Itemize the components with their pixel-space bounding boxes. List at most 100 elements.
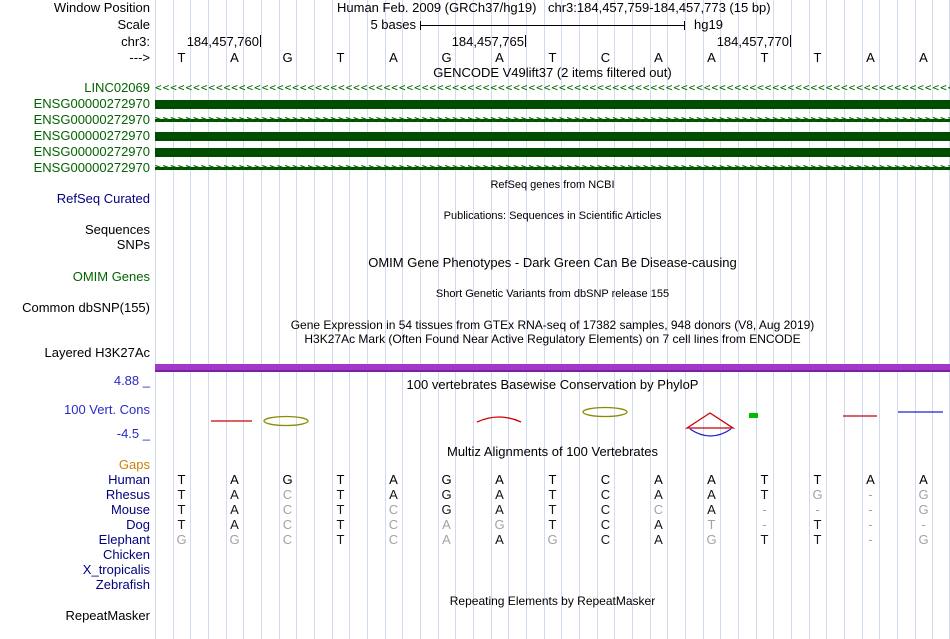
alignment-base: T <box>336 502 345 517</box>
alignment-base: - <box>921 517 926 532</box>
gene-label-linc02069[interactable]: LINC02069 <box>84 80 150 95</box>
alignment-base: A <box>707 487 716 502</box>
alignment-base: A <box>654 472 663 487</box>
grid-line <box>420 0 421 639</box>
scale-bar-left-tick <box>420 21 421 30</box>
grid-line <box>314 0 315 639</box>
species-label-mouse[interactable]: Mouse <box>110 502 150 517</box>
conservation-mark <box>749 413 758 418</box>
alignment-base: T <box>707 517 716 532</box>
gene-exon-bar[interactable] <box>155 148 950 157</box>
alignment-base: A <box>919 472 928 487</box>
reference-base: T <box>177 50 186 65</box>
gene-label-ensg[interactable]: ENSG00000272970 <box>33 144 150 159</box>
alignment-base: G <box>918 502 929 517</box>
phylop-min-value: -4.5 _ <box>116 426 150 441</box>
grid-line <box>667 0 669 639</box>
alignment-base: A <box>707 502 716 517</box>
species-label-elephant[interactable]: Elephant <box>98 532 150 547</box>
alignment-base: G <box>229 532 240 547</box>
alignment-base: A <box>707 472 716 487</box>
scale-bar <box>420 25 685 26</box>
grid-line <box>296 0 298 639</box>
alignment-base: G <box>441 502 452 517</box>
gene-label-ensg[interactable]: ENSG00000272970 <box>33 128 150 143</box>
grid-line <box>278 0 280 639</box>
omim-genes-label[interactable]: OMIM Genes <box>72 269 150 284</box>
alignment-base: A <box>230 517 239 532</box>
alignment-base: A <box>495 532 504 547</box>
grid-line <box>685 0 686 639</box>
scale-assembly: hg19 <box>694 17 723 32</box>
grid-line <box>508 0 510 639</box>
reference-base: A <box>230 50 239 65</box>
alignment-base: T <box>548 472 557 487</box>
grid-line <box>243 0 245 639</box>
gene-strand-arrows[interactable]: >>>>>>>>>>>>>>>>>>>>>>>>>>>>>>>>>>>>>>>>… <box>155 161 950 175</box>
gene-strand-arrows[interactable]: <<<<<<<<<<<<<<<<<<<<<<<<<<<<<<<<<<<<<<<<… <box>155 81 950 94</box>
gene-label-ensg[interactable]: ENSG00000272970 <box>33 160 150 175</box>
reference-base: A <box>495 50 504 65</box>
species-label-dog[interactable]: Dog <box>126 517 150 532</box>
grid-line <box>897 0 898 639</box>
strand-direction-label: ---> <box>129 50 150 65</box>
grid-line <box>526 0 527 639</box>
gene-label-ensg[interactable]: ENSG00000272970 <box>33 112 150 127</box>
alignment-base: - <box>868 532 873 547</box>
refseq-track-title: RefSeq genes from NCBI <box>490 179 615 191</box>
alignment-base: T <box>548 517 557 532</box>
reference-base: C <box>600 50 611 65</box>
alignment-base: A <box>230 502 239 517</box>
alignment-base: T <box>336 487 345 502</box>
grid-line <box>455 0 457 639</box>
alignment-base: G <box>706 532 717 547</box>
grid-line <box>384 0 386 639</box>
alignment-base: - <box>762 517 767 532</box>
h3k27ac-signal-bar[interactable] <box>155 364 950 372</box>
alignment-base: T <box>177 472 186 487</box>
grid-line <box>720 0 722 639</box>
species-label-human[interactable]: Human <box>108 472 150 487</box>
gene-label-ensg[interactable]: ENSG00000272970 <box>33 96 150 111</box>
gene-exon-bar[interactable] <box>155 132 950 141</box>
alignment-base: C <box>282 517 293 532</box>
grid-line <box>172 0 174 639</box>
grid-line <box>808 0 810 639</box>
alignment-base: - <box>815 502 820 517</box>
alignment-base: T <box>760 532 769 547</box>
phylop-track-title: 100 vertebrates Basewise Conservation by… <box>406 377 699 392</box>
coordinate-value: 184,457,760 <box>186 34 259 49</box>
alignment-base: G <box>441 472 452 487</box>
alignment-base: T <box>177 487 186 502</box>
alignment-base: A <box>495 487 504 502</box>
species-label-chicken[interactable]: Chicken <box>103 547 150 562</box>
grid-line <box>773 0 775 639</box>
layered-h3k27ac-label[interactable]: Layered H3K27Ac <box>44 345 150 360</box>
coordinate-label: 184,457,760 <box>141 35 261 49</box>
snps-label[interactable]: SNPs <box>116 237 150 252</box>
gene-strand-arrows[interactable]: >>>>>>>>>>>>>>>>>>>>>>>>>>>>>>>>>>>>>>>>… <box>155 113 950 127</box>
alignment-base: A <box>230 487 239 502</box>
species-label-x-tropicalis[interactable]: X_tropicalis <box>82 562 150 577</box>
grid-line <box>261 0 262 639</box>
grid-line <box>826 0 828 639</box>
sequences-label[interactable]: Sequences <box>84 222 150 237</box>
grid-line <box>561 0 563 639</box>
alignment-base: C <box>388 517 399 532</box>
grid-line <box>579 0 580 639</box>
repeatmasker-label[interactable]: RepeatMasker <box>65 608 150 623</box>
vert-cons-label[interactable]: 100 Vert. Cons <box>64 402 150 417</box>
gene-exon-bar[interactable] <box>155 100 950 109</box>
refseq-curated-label[interactable]: RefSeq Curated <box>56 191 150 206</box>
alignment-base: T <box>548 502 557 517</box>
species-label-rhesus[interactable]: Rhesus <box>105 487 150 502</box>
position-range: chr3:184,457,759-184,457,773 (15 bp) <box>548 0 771 15</box>
alignment-base: T <box>548 487 557 502</box>
common-dbsnp-label[interactable]: Common dbSNP(155) <box>22 300 150 315</box>
alignment-base: G <box>282 472 293 487</box>
gaps-label[interactable]: Gaps <box>118 457 150 472</box>
reference-base: T <box>548 50 557 65</box>
species-label-zebrafish[interactable]: Zebrafish <box>95 577 150 592</box>
reference-base: T <box>813 50 822 65</box>
